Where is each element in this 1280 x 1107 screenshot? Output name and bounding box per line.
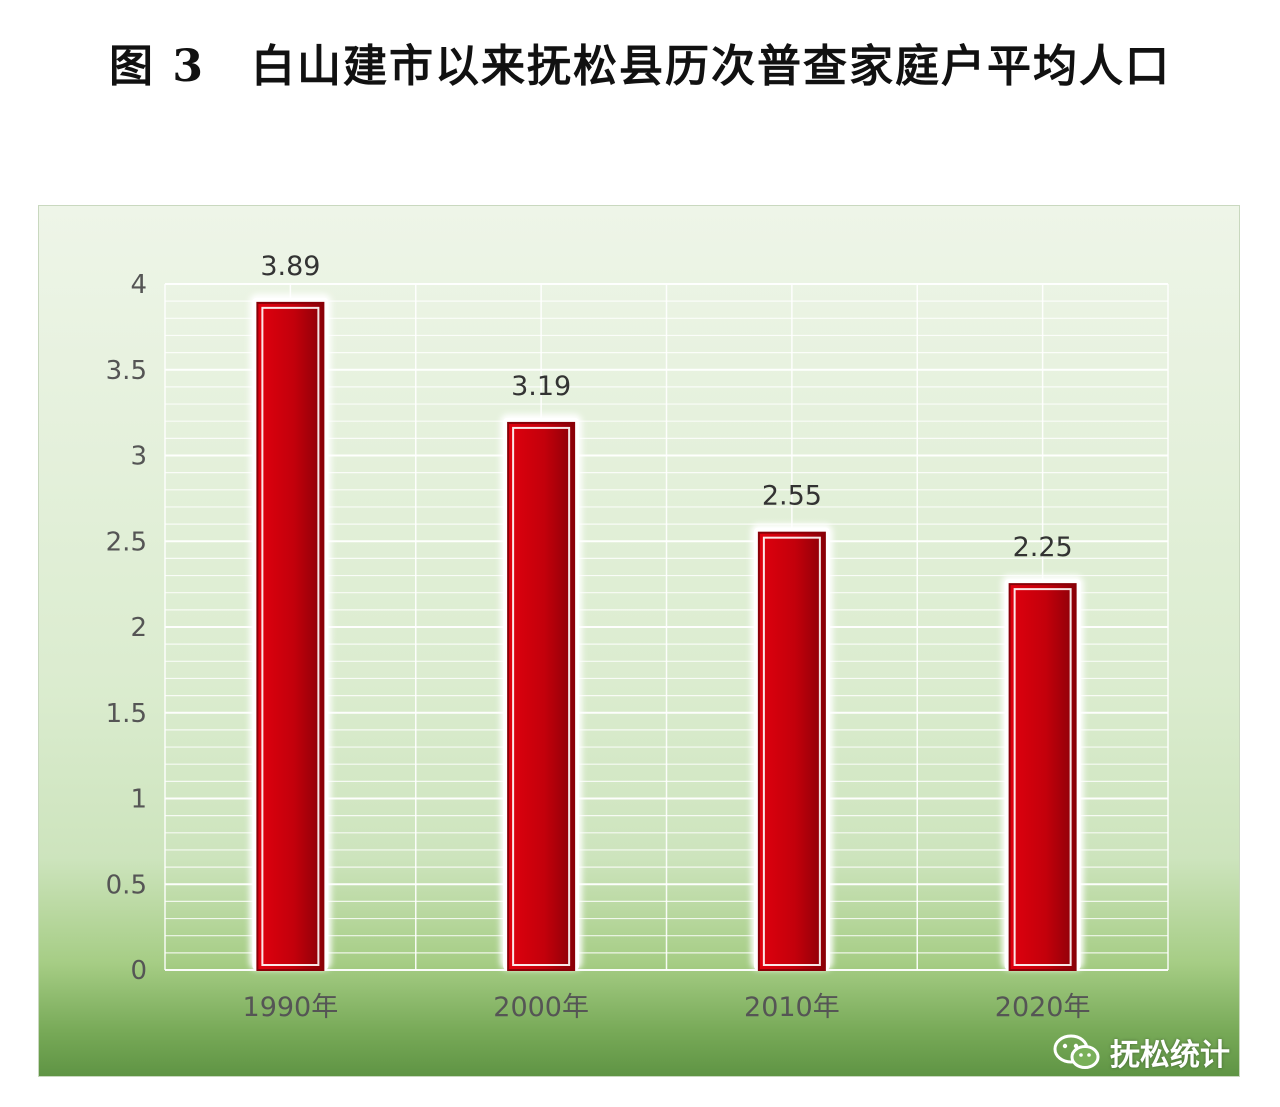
x-tick-label: 2000年: [493, 992, 589, 1023]
x-tick-label: 1990年: [243, 992, 339, 1023]
y-tick-label: 0.5: [106, 870, 147, 900]
y-tick-label: 4: [130, 270, 147, 300]
wechat-icon: [1053, 1034, 1100, 1069]
data-label: 2.55: [762, 481, 822, 512]
bar-inner-border: [512, 426, 571, 967]
x-tick-label: 2020年: [995, 992, 1091, 1023]
grid-lines: [164, 283, 1169, 971]
data-label: 3.19: [511, 371, 571, 402]
bar-inner-border: [1013, 588, 1072, 966]
watermark-text: 抚松统计: [1110, 1038, 1230, 1073]
y-tick-label: 1: [130, 785, 147, 815]
y-tick-label: 1.5: [106, 699, 147, 729]
bar: [757, 531, 826, 971]
y-axis: 0 0.5 1 1.5 2 2.5 3 3.5 4: [106, 270, 147, 986]
y-tick-label: 3.5: [106, 356, 147, 386]
bar-inner-border: [261, 306, 320, 967]
y-tick-label: 2: [130, 613, 147, 643]
data-label: 2.25: [1013, 532, 1073, 563]
x-axis: 1990年 2000年 2010年 2020年: [243, 992, 1091, 1023]
bar-chart: 0 0.5 1 1.5 2 2.5 3 3.5 4 3.89 3.19 2.55 2.25 1990年…: [106, 251, 1169, 1023]
bars: 3.89 3.19 2.55 2.25: [249, 251, 1084, 972]
bar-inner-border: [762, 536, 821, 966]
watermark: 抚松统计: [1052, 1030, 1230, 1074]
y-tick-label: 3: [130, 442, 147, 472]
x-tick-label: 2010年: [744, 992, 840, 1023]
data-label: 3.89: [260, 251, 320, 282]
bar: [507, 421, 576, 972]
page-title: 图 3 白山建市以来抚松县历次普查家庭户平均人口: [109, 41, 1171, 92]
chart-panel: 0 0.5 1 1.5 2 2.5 3 3.5 4 3.89 3.19 2.55 2.25 1990年…: [38, 205, 1240, 1077]
y-tick-label: 0: [130, 956, 147, 986]
bar: [1008, 583, 1077, 971]
y-tick-label: 2.5: [106, 527, 147, 557]
bar: [256, 301, 325, 972]
